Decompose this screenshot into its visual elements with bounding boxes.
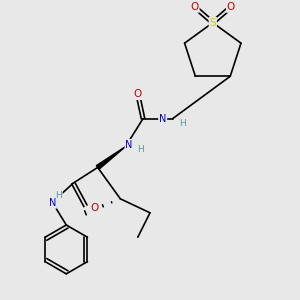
Text: N: N [49, 198, 56, 208]
Text: O: O [190, 2, 199, 12]
Text: H: H [137, 146, 144, 154]
Text: N: N [159, 114, 166, 124]
Text: H: H [55, 191, 62, 200]
Text: O: O [227, 2, 235, 12]
Text: S: S [209, 18, 216, 28]
Text: O: O [134, 89, 142, 99]
Text: O: O [90, 202, 98, 213]
Text: H: H [179, 119, 186, 128]
Text: N: N [125, 140, 133, 150]
Polygon shape [96, 146, 126, 169]
